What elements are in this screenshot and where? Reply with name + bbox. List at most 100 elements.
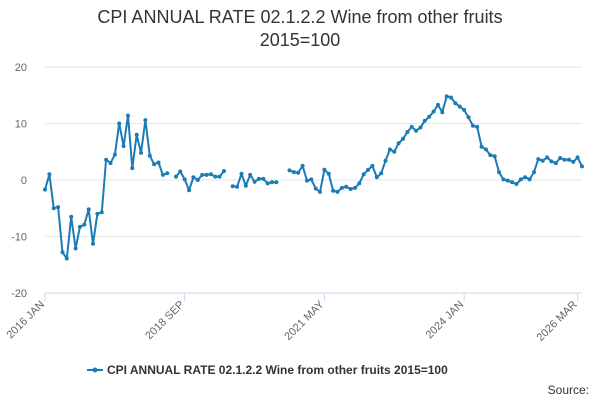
data-point-75 [370, 163, 375, 168]
data-point-60 [305, 178, 309, 183]
data-point-13 [99, 210, 104, 215]
data-point-9 [82, 222, 87, 227]
y-tick-label-0: -20 [11, 288, 27, 300]
data-point-61 [309, 177, 314, 182]
data-point-68 [339, 185, 344, 190]
x-tick-label-2: 2021 MAY [282, 298, 327, 343]
source-credit: Source: [548, 383, 589, 397]
data-point-109 [518, 177, 523, 182]
data-point-91 [440, 110, 445, 115]
series-points-group [43, 94, 584, 261]
data-point-85 [414, 128, 419, 133]
data-point-122 [575, 155, 580, 160]
data-point-5 [64, 256, 69, 261]
data-point-25 [152, 162, 157, 167]
legend-label: CPI ANNUAL RATE 02.1.2.2 Wine from other… [107, 363, 448, 377]
chart-title-line-1: CPI ANNUAL RATE 02.1.2.2 Wine from other… [97, 7, 503, 27]
data-point-123 [580, 164, 584, 169]
data-point-82 [401, 136, 405, 141]
data-point-88 [427, 114, 432, 119]
data-point-11 [91, 241, 95, 246]
data-point-35 [195, 178, 200, 182]
data-point-47 [248, 172, 253, 177]
data-point-115 [545, 155, 550, 160]
data-point-63 [318, 189, 322, 194]
data-point-58 [296, 170, 301, 175]
data-point-16 [112, 152, 117, 157]
data-point-94 [453, 101, 458, 106]
data-point-59 [300, 163, 305, 168]
data-point-97 [466, 115, 471, 120]
data-point-74 [366, 167, 371, 172]
data-point-0 [43, 187, 47, 192]
data-point-34 [191, 175, 196, 180]
data-point-89 [431, 109, 436, 114]
data-point-64 [322, 167, 327, 172]
data-point-40 [217, 174, 222, 179]
y-tick-label-1: -10 [11, 232, 27, 244]
data-point-71 [353, 185, 357, 190]
data-point-39 [213, 174, 218, 179]
data-point-83 [405, 130, 410, 134]
data-point-15 [108, 161, 113, 166]
data-point-44 [235, 184, 240, 189]
data-point-48 [252, 179, 257, 184]
data-point-110 [523, 175, 528, 180]
data-point-79 [387, 147, 392, 152]
data-point-112 [532, 170, 536, 175]
data-point-33 [187, 188, 192, 193]
data-point-96 [462, 107, 467, 112]
data-point-103 [492, 154, 497, 159]
data-point-70 [348, 187, 353, 191]
data-point-45 [239, 171, 244, 176]
data-point-111 [527, 177, 532, 182]
data-point-51 [265, 181, 270, 186]
data-point-31 [178, 169, 183, 174]
data-point-86 [418, 125, 423, 130]
data-point-53 [274, 180, 279, 185]
data-point-28 [165, 171, 170, 176]
data-point-41 [222, 169, 226, 173]
data-point-113 [536, 157, 541, 162]
chart-title: CPI ANNUAL RATE 02.1.2.2 Wine from other… [0, 6, 600, 52]
data-point-116 [549, 159, 554, 164]
data-point-90 [435, 102, 440, 107]
y-tick-label-4: 20 [15, 62, 27, 74]
data-point-101 [484, 147, 488, 152]
series-line-segment-0 [44, 114, 168, 260]
data-point-119 [562, 157, 567, 162]
data-point-46 [243, 183, 248, 188]
series-line-group [44, 95, 583, 260]
data-point-22 [139, 150, 143, 155]
data-point-76 [374, 175, 379, 180]
data-point-117 [553, 161, 558, 166]
data-point-2 [51, 206, 56, 211]
x-tick-label-1: 2018 SEP [143, 299, 187, 343]
x-tick-label-4: 2026 MAR [535, 299, 580, 344]
data-point-106 [505, 178, 510, 183]
data-point-37 [204, 172, 209, 177]
data-point-52 [270, 180, 274, 185]
x-tick-label-3: 2024 JAN [424, 299, 467, 342]
data-point-93 [449, 95, 453, 100]
y-tick-label-3: 10 [15, 119, 27, 131]
data-point-56 [287, 168, 292, 173]
data-point-10 [86, 207, 91, 212]
data-point-62 [313, 186, 318, 191]
data-point-18 [121, 144, 126, 149]
data-point-19 [126, 113, 130, 118]
data-point-66 [331, 188, 336, 193]
data-point-65 [326, 171, 331, 176]
data-point-32 [182, 177, 187, 182]
data-point-80 [392, 149, 397, 154]
data-point-14 [104, 157, 109, 162]
data-point-12 [95, 211, 100, 216]
data-point-69 [344, 184, 349, 189]
data-point-102 [488, 153, 493, 158]
data-point-98 [470, 123, 475, 128]
data-point-27 [160, 172, 165, 177]
data-point-7 [73, 246, 78, 251]
data-point-17 [117, 121, 122, 126]
data-point-26 [156, 160, 161, 165]
